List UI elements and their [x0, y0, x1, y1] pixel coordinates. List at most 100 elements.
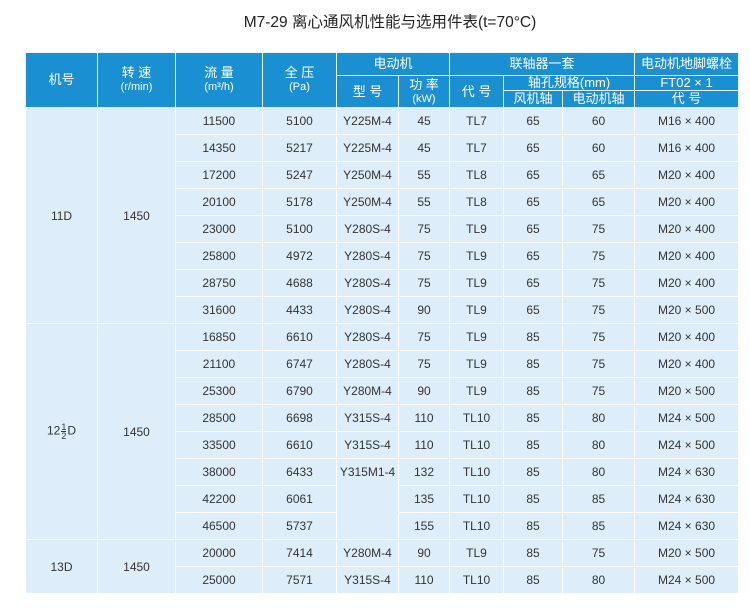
fan-shaft-cell: 85 [503, 485, 564, 513]
bolt-code-cell: M16 × 400 [634, 107, 740, 135]
motor-type-cell: Y280S-4 [336, 323, 399, 351]
flow-cell: 21100 [175, 350, 263, 378]
speed-cell: 1450 [97, 107, 176, 324]
header-flow: 流 量 (m³/h) [175, 52, 263, 108]
motor-type-cell: Y280S-4 [336, 296, 399, 324]
model-whole: 12 [46, 423, 61, 438]
motor-power-cell: 90 [397, 377, 451, 405]
motor-power-cell: 55 [397, 161, 451, 189]
motor-power-cell: 75 [397, 215, 451, 243]
fan-shaft-cell: 65 [503, 134, 564, 162]
coupling-code-cell: TL9 [449, 539, 505, 567]
motor-type-cell: Y225M-4 [336, 107, 399, 135]
header-bolt-code: 代 号 [634, 90, 740, 108]
header-bolt-spec: FT02 × 1 [634, 75, 740, 91]
fan-shaft-cell: 65 [503, 269, 564, 297]
motor-type-cell: Y315S-4 [336, 566, 399, 594]
bolt-code-cell: M20 × 400 [634, 350, 740, 378]
table-row: 33500 6610 Y315S-4 110 TL10 85 80 M24 × 500 [26, 431, 740, 459]
pressure-cell: 5100 [262, 107, 337, 135]
fan-shaft-cell: 85 [503, 458, 564, 486]
header-pressure: 全 压 (Pa) [262, 52, 337, 108]
header-motor-type: 型 号 [336, 75, 399, 108]
header-pressure-unit: (Pa) [289, 81, 310, 93]
table-row: 11D 1450 11500 5100 Y225M-4 45 TL7 65 60 M16 × 40… [25, 107, 740, 324]
pressure-cell: 7571 [262, 566, 337, 594]
motor-shaft-cell: 85 [562, 512, 636, 540]
coupling-code-cell: TL7 [449, 134, 505, 162]
bolt-code-cell: M16 × 400 [634, 134, 740, 162]
motor-type-cell [336, 512, 399, 540]
coupling-code-cell: TL9 [449, 350, 505, 378]
bolt-code-cell: M20 × 400 [634, 215, 740, 243]
motor-type-cell: Y315M1-4 [336, 458, 399, 486]
motor-power-cell: 55 [397, 188, 451, 216]
fan-shaft-cell: 65 [503, 242, 564, 270]
bolt-code-cell: M24 × 630 [634, 458, 740, 486]
pressure-cell: 4688 [262, 269, 337, 297]
motor-type-cell [336, 485, 399, 513]
flow-cell: 25300 [175, 377, 263, 405]
coupling-code-cell: TL10 [449, 404, 505, 432]
motor-type-cell: Y250M-4 [336, 188, 399, 216]
bolt-code-cell: M24 × 500 [634, 431, 740, 459]
bolt-code-cell: M20 × 400 [634, 242, 740, 270]
header-motor: 电动机 [335, 52, 451, 76]
table-row: 14350 5217 Y225M-4 45 TL7 65 60 M16 × 400 [26, 134, 740, 162]
motor-type-cell: Y280M-4 [336, 539, 399, 567]
model-no-cell: 12 1 2 D [25, 323, 98, 540]
motor-type-cell: Y280S-4 [336, 350, 399, 378]
pressure-cell: 6433 [262, 458, 337, 486]
pressure-cell: 6610 [262, 431, 337, 459]
flow-cell: 20000 [175, 539, 263, 567]
coupling-code-cell: TL10 [449, 458, 505, 486]
coupling-code-cell: TL9 [449, 242, 505, 270]
fan-shaft-cell: 85 [503, 512, 564, 540]
pressure-cell: 5247 [262, 161, 337, 189]
pressure-cell: 6061 [262, 485, 337, 513]
coupling-code-cell: TL9 [449, 269, 505, 297]
fan-selection-table: 机号 转 速 (r/min) 流 量 (m³/h) 全 压 (Pa) 电动机 联轴器一… [25, 52, 740, 594]
flow-cell: 46500 [175, 512, 263, 540]
fan-shaft-cell: 85 [503, 566, 564, 594]
bolt-code-cell: M20 × 400 [634, 161, 740, 189]
table-row: 25800 4972 Y280S-4 75 TL9 65 75 M20 × 400 [26, 242, 740, 270]
flow-cell: 23000 [175, 215, 263, 243]
flow-cell: 16850 [175, 323, 263, 351]
motor-type-cell: Y315S-4 [336, 404, 399, 432]
bolt-code-cell: M24 × 630 [634, 485, 740, 513]
coupling-code-cell: TL9 [449, 215, 505, 243]
flow-cell: 33500 [175, 431, 263, 459]
fan-shaft-cell: 65 [503, 215, 564, 243]
motor-power-cell: 45 [397, 134, 451, 162]
fan-shaft-cell: 85 [503, 431, 564, 459]
motor-shaft-cell: 80 [562, 566, 636, 594]
bolt-code-cell: M24 × 500 [634, 404, 740, 432]
motor-type-cell: Y315S-4 [336, 431, 399, 459]
motor-power-cell: 110 [397, 566, 451, 594]
motor-type-cell: Y280S-4 [336, 215, 399, 243]
motor-type-cell: Y280S-4 [336, 269, 399, 297]
motor-shaft-cell: 75 [562, 539, 636, 567]
motor-power-cell: 75 [397, 323, 451, 351]
table-row: 23000 5100 Y280S-4 75 TL9 65 75 M20 × 400 [26, 215, 740, 243]
bolt-code-cell: M20 × 400 [634, 269, 740, 297]
table-row: 31600 4433 Y280S-4 90 TL9 65 75 M20 × 500 [26, 296, 740, 324]
table-row: 46500 5737 155 TL10 85 85 M24 × 630 [26, 512, 740, 540]
pressure-cell: 5217 [262, 134, 337, 162]
header-motor-power-unit: (kW) [412, 92, 436, 105]
motor-power-cell: 135 [397, 485, 451, 513]
header-motor-power-label: 功 率 [409, 76, 439, 92]
speed-cell: 1450 [97, 323, 176, 540]
motor-type-cell: Y280S-4 [336, 242, 399, 270]
header-model-no: 机号 [25, 52, 98, 108]
motor-shaft-cell: 85 [562, 485, 636, 513]
model-suffix: D [67, 423, 77, 438]
header-coupling-code: 代 号 [449, 75, 505, 108]
motor-power-cell: 90 [397, 539, 451, 567]
flow-cell: 20100 [175, 188, 263, 216]
motor-power-cell: 132 [397, 458, 451, 486]
motor-shaft-cell: 75 [562, 377, 636, 405]
fan-shaft-cell: 65 [503, 188, 564, 216]
fan-shaft-cell: 65 [503, 161, 564, 189]
